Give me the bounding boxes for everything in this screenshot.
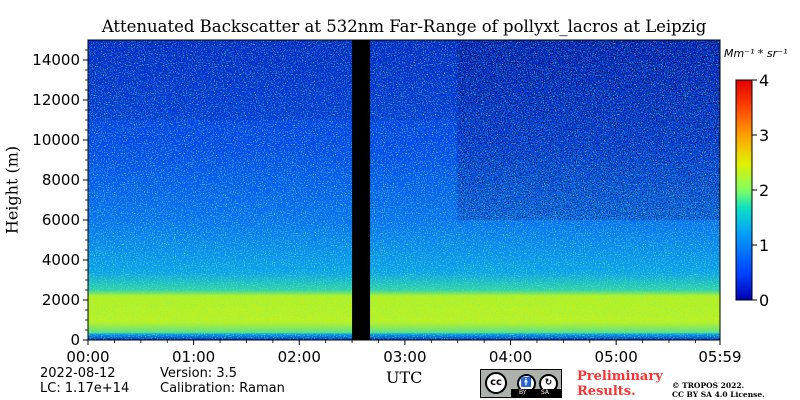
noise-region-early — [88, 40, 458, 120]
colorbar-tick-label: 2 — [759, 181, 769, 200]
colorbar-tick-label: 0 — [759, 291, 769, 310]
y-tick-label: 2000 — [42, 291, 80, 309]
cc-license-badge: cc 🚹 ↻ BY SA — [480, 369, 562, 398]
cc-badge-strip: BY SA — [511, 389, 561, 397]
y-axis-label: Height (m) — [2, 145, 22, 235]
colorbar-unit-label: Mm⁻¹ * sr⁻¹ — [724, 47, 788, 60]
footer-version-calibration: Version: 3.5 Calibration: Raman — [160, 366, 285, 396]
x-tick-label: 02:00 — [278, 348, 321, 366]
x-axis-label: UTC — [386, 368, 423, 387]
y-tick-label: 6000 — [42, 211, 80, 229]
footer-date: 2022-08-12 — [40, 366, 116, 381]
noise-region — [457, 40, 720, 220]
y-tick-label: 14000 — [32, 51, 80, 69]
footer-lc: LC: 1.17e+14 — [40, 381, 130, 396]
y-tick-label: 12000 — [32, 91, 80, 109]
y-tick-label: 10000 — [32, 131, 80, 149]
x-tick-label: 04:00 — [489, 348, 532, 366]
colorbar-tick-label: 3 — [759, 126, 769, 145]
copyright-line-1: © TROPOS 2022. — [672, 381, 745, 390]
colorbar-tick-label: 1 — [759, 236, 769, 255]
preliminary-results-note: Preliminary Results. — [577, 369, 663, 399]
copyright-line-2: CC BY SA 4.0 License. — [672, 390, 765, 399]
x-tick-label: 05:00 — [595, 348, 638, 366]
cc-logo-icon: cc — [485, 372, 507, 394]
preliminary-line-1: Preliminary — [577, 369, 663, 384]
chart-title: Attenuated Backscatter at 532nm Far-Rang… — [101, 17, 707, 36]
y-tick-label: 0 — [70, 331, 80, 349]
preliminary-line-2: Results. — [577, 384, 636, 399]
cc-badge-sa-text: SA — [541, 389, 550, 396]
footer-version: Version: 3.5 — [160, 366, 237, 381]
y-tick-label: 4000 — [42, 251, 80, 269]
x-tick-label: 05:59 — [698, 348, 741, 366]
y-tick-label: 8000 — [42, 171, 80, 189]
data-gap — [352, 40, 371, 340]
copyright-note: © TROPOS 2022. CC BY SA 4.0 License. — [672, 381, 765, 399]
footer-calibration: Calibration: Raman — [160, 381, 285, 396]
cc-badge-by-text: BY — [519, 389, 527, 396]
colorbar — [735, 79, 753, 301]
footer-date-lc: 2022-08-12 LC: 1.17e+14 — [40, 366, 129, 396]
colorbar-tick-label: 4 — [759, 71, 769, 90]
x-tick-label: 03:00 — [383, 348, 426, 366]
x-tick-label: 00:00 — [66, 348, 109, 366]
x-tick-label: 01:00 — [172, 348, 215, 366]
